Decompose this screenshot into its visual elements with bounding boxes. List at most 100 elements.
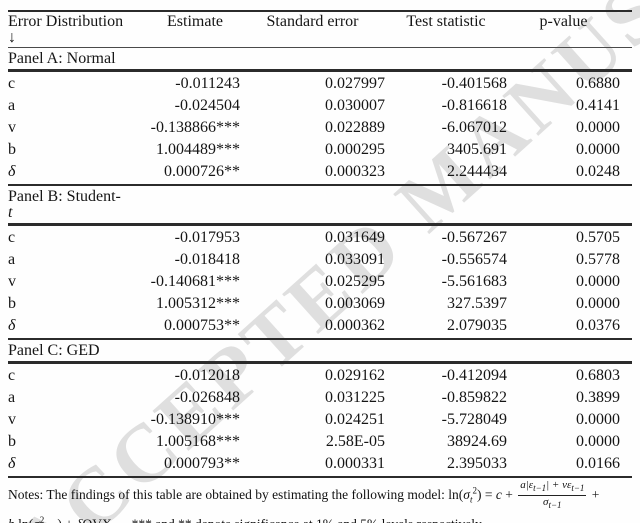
table-row: v -0.140681*** 0.025295 -5.561683 0.0000 bbox=[8, 271, 632, 293]
std-error-value: 0.000295 bbox=[325, 141, 385, 158]
panel-b-label-line1: Panel B: Student- bbox=[8, 188, 121, 205]
notes-line-1: Notes: The findings of this table are ob… bbox=[8, 480, 632, 511]
panel-a-label-text: Panel A: Normal bbox=[8, 50, 116, 67]
test-statistic-value: 2.395033 bbox=[447, 455, 507, 472]
std-error-value: 0.031225 bbox=[325, 389, 385, 406]
param-label: v bbox=[8, 119, 16, 136]
table-row: b 1.004489*** 0.000295 3405.691 0.0000 bbox=[8, 139, 632, 161]
test-statistic-value: -0.556574 bbox=[441, 251, 507, 268]
panel-b-rows: c -0.017953 0.031649 -0.567267 0.5705 a … bbox=[8, 226, 632, 340]
param-label: a bbox=[8, 251, 16, 268]
notes-intro: Notes: The findings of this table are ob… bbox=[8, 486, 449, 502]
std-error-value: 0.033091 bbox=[325, 251, 385, 268]
down-arrow-icon: ↓ bbox=[8, 29, 16, 46]
panel-a-rows: c -0.011243 0.027997 -0.401568 0.6880 a … bbox=[8, 72, 632, 186]
panel-c-rows: c -0.012018 0.029162 -0.412094 0.6803 a … bbox=[8, 364, 632, 478]
formula-c: c bbox=[495, 486, 502, 502]
estimate-value: -0.017953 bbox=[174, 229, 240, 246]
estimate-value: 0.000793** bbox=[164, 455, 240, 472]
header-estimate: Estimate bbox=[167, 13, 223, 30]
std-error-value: 0.000331 bbox=[325, 455, 385, 472]
test-statistic-value: -5.561683 bbox=[441, 273, 507, 290]
formula-fraction: a|εt−1| + vεt−1 σt−1 bbox=[518, 479, 587, 511]
header-error-distribution: Error Distribution ↓ bbox=[8, 14, 150, 46]
table-row: c -0.012018 0.029162 -0.412094 0.6803 bbox=[8, 365, 632, 387]
p-value-value: 0.6803 bbox=[576, 367, 620, 384]
estimate-value: 1.004489*** bbox=[156, 141, 240, 158]
formula-equals: ) = bbox=[476, 486, 496, 502]
formula-sup-2: 2 bbox=[39, 515, 45, 523]
param-label: c bbox=[8, 75, 16, 92]
std-error-value: 0.022889 bbox=[325, 119, 385, 136]
test-statistic-value: -0.412094 bbox=[441, 367, 507, 384]
param-label-delta: δ bbox=[8, 163, 16, 180]
header-standard-error: Standard error bbox=[266, 13, 359, 30]
frac-sigma: σ bbox=[543, 496, 549, 509]
test-statistic-value: 327.5397 bbox=[447, 295, 507, 312]
significance-note: *** and ** denote significance at 1% and… bbox=[132, 517, 485, 523]
p-value-value: 0.4141 bbox=[576, 97, 620, 114]
p-value-value: 0.0376 bbox=[576, 317, 620, 334]
p-value-value: 0.5778 bbox=[576, 251, 620, 268]
table-notes: Notes: The findings of this table are ob… bbox=[8, 478, 632, 523]
frac-v-epsilon: | + vε bbox=[546, 479, 572, 491]
frac-a: a bbox=[520, 479, 526, 491]
p-value-value: 0.0000 bbox=[576, 273, 620, 290]
table-row: δ 0.000753** 0.000362 2.079035 0.0376 bbox=[8, 315, 632, 337]
param-label: b bbox=[8, 295, 16, 312]
header-p-value: p-value bbox=[539, 13, 588, 30]
header-test-statistic: Test statistic bbox=[406, 13, 486, 30]
formula-delta: δ bbox=[76, 517, 82, 523]
test-statistic-value: 2.244434 bbox=[447, 163, 507, 180]
std-error-value: 0.030007 bbox=[325, 97, 385, 114]
frac-abs-epsilon: |ε bbox=[525, 479, 534, 491]
test-statistic-value: -0.567267 bbox=[441, 229, 507, 246]
test-statistic-value: 2.079035 bbox=[447, 317, 507, 334]
estimate-value: 1.005168*** bbox=[156, 433, 240, 450]
param-label-delta: δ bbox=[8, 455, 16, 472]
table-row: δ 0.000726** 0.000323 2.244434 0.0248 bbox=[8, 161, 632, 183]
param-label: b bbox=[8, 141, 16, 158]
formula-sigma-sup: 2 bbox=[472, 485, 477, 496]
table-row: b 1.005312*** 0.003069 327.5397 0.0000 bbox=[8, 293, 632, 315]
panel-a-label: Panel A: Normal bbox=[8, 48, 632, 72]
estimate-value: 0.000726** bbox=[164, 163, 240, 180]
param-label: v bbox=[8, 411, 16, 428]
estimate-value: -0.138866*** bbox=[150, 119, 240, 136]
p-value-value: 0.0000 bbox=[576, 411, 620, 428]
panel-c-label: Panel C: GED bbox=[8, 340, 632, 364]
param-label-delta: δ bbox=[8, 317, 16, 334]
formula-sigma-2: σ bbox=[33, 517, 40, 523]
table-row: a -0.024504 0.030007 -0.816618 0.4141 bbox=[8, 95, 632, 117]
table-header-row: Error Distribution ↓ Estimate Standard e… bbox=[8, 10, 632, 48]
std-error-value: 0.025295 bbox=[325, 273, 385, 290]
formula-ln-2: ln( bbox=[15, 517, 33, 523]
test-statistic-value: -0.816618 bbox=[441, 97, 507, 114]
std-error-value: 0.024251 bbox=[325, 411, 385, 428]
p-value-value: 0.6880 bbox=[576, 75, 620, 92]
panel-b-label: Panel B: Student- t bbox=[8, 186, 632, 226]
p-value-value: 0.0000 bbox=[576, 433, 620, 450]
p-value-value: 0.5705 bbox=[576, 229, 620, 246]
table-row: c -0.011243 0.027997 -0.401568 0.6880 bbox=[8, 73, 632, 95]
panel-b-label-line2: t bbox=[8, 204, 13, 221]
formula-ln: ln( bbox=[448, 486, 464, 502]
estimate-value: -0.024504 bbox=[174, 97, 240, 114]
estimate-value: 1.005312*** bbox=[156, 295, 240, 312]
std-error-value: 0.031649 bbox=[325, 229, 385, 246]
std-error-value: 2.58E-05 bbox=[325, 433, 385, 450]
fraction-denominator: σt−1 bbox=[518, 496, 586, 511]
formula-close: ) + bbox=[57, 517, 76, 523]
estimate-value: -0.140681*** bbox=[150, 273, 240, 290]
p-value-value: 0.0166 bbox=[576, 455, 620, 472]
table-row: b 1.005168*** 2.58E-05 38924.69 0.0000 bbox=[8, 431, 632, 453]
formula-ovx: OVX bbox=[83, 517, 112, 523]
frac-sub1: t−1 bbox=[533, 483, 547, 494]
param-label: v bbox=[8, 273, 16, 290]
param-label: c bbox=[8, 367, 16, 384]
notes-line-2: b ln(σ2t−1) + δOVXt−1. *** and ** denote… bbox=[8, 511, 632, 523]
estimate-value: -0.138910*** bbox=[150, 411, 240, 428]
param-label: a bbox=[8, 389, 16, 406]
param-label: a bbox=[8, 97, 16, 114]
